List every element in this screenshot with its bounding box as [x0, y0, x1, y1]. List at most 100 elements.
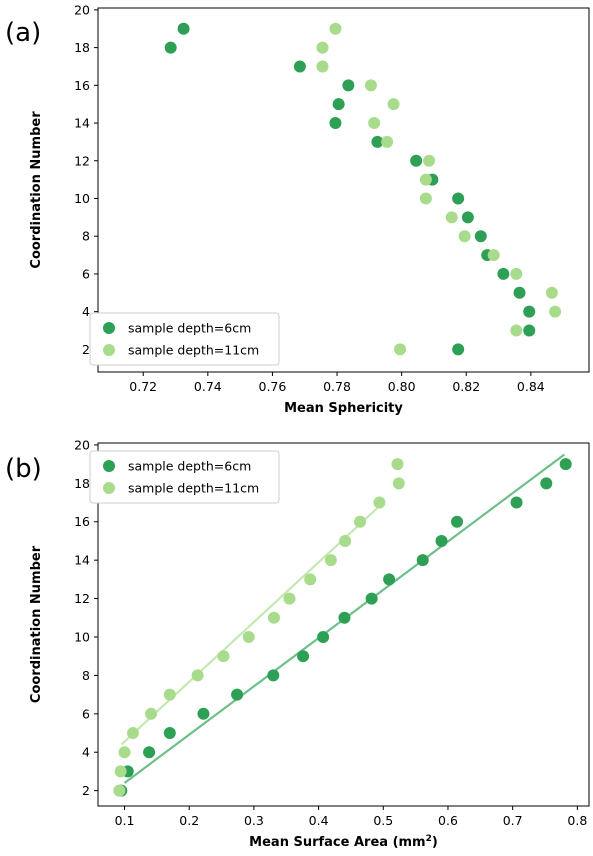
- x-tick-label: 0.76: [259, 379, 287, 394]
- x-tick-label: 0.82: [452, 379, 480, 394]
- x-tick-label: 0.84: [517, 379, 545, 394]
- data-point-depth-11cm: [267, 611, 280, 624]
- data-point-depth-6cm: [451, 515, 464, 528]
- y-tick-label: 16: [74, 78, 90, 93]
- y-tick-label: 16: [74, 514, 90, 529]
- data-point-depth-11cm: [217, 650, 230, 663]
- data-point-depth-6cm: [497, 267, 510, 280]
- data-point-depth-11cm: [387, 98, 400, 111]
- x-tick-label: 0.8: [567, 813, 587, 828]
- x-tick-label: 0.74: [194, 379, 222, 394]
- data-point-depth-11cm: [368, 117, 381, 130]
- y-tick-label: 10: [74, 629, 90, 644]
- panel-label: (b): [5, 454, 42, 484]
- plot-frame: [97, 7, 590, 373]
- data-point-depth-11cm: [283, 592, 296, 605]
- panel-label: (a): [5, 18, 41, 48]
- data-point-depth-6cm: [461, 211, 474, 224]
- data-point-depth-11cm: [145, 707, 158, 720]
- y-tick-label: 2: [82, 783, 90, 798]
- data-point-depth-6cm: [452, 343, 465, 356]
- y-tick-label: 8: [82, 668, 90, 683]
- data-point-depth-11cm: [391, 458, 404, 471]
- data-point-depth-11cm: [339, 534, 352, 547]
- y-tick-label: 20: [74, 437, 90, 452]
- data-point-depth-6cm: [143, 746, 156, 759]
- data-point-depth-11cm: [510, 267, 523, 280]
- legend-label-depth-11cm: sample depth=11cm: [128, 481, 259, 496]
- data-point-depth-11cm: [126, 727, 139, 740]
- data-point-depth-11cm: [118, 746, 131, 759]
- data-point-depth-6cm: [452, 192, 465, 205]
- data-point-depth-11cm: [353, 515, 366, 528]
- x-axis-label-text: Mean Sphericity: [284, 401, 403, 416]
- data-point-depth-6cm: [297, 650, 310, 663]
- data-point-depth-11cm: [394, 343, 407, 356]
- data-point-depth-11cm: [364, 79, 377, 92]
- data-point-depth-6cm: [523, 305, 536, 318]
- y-tick-label: 14: [74, 116, 90, 131]
- legend-box: [89, 312, 280, 366]
- x-tick-label: 0.3: [244, 813, 264, 828]
- data-point-depth-11cm: [304, 573, 317, 586]
- panel-b-chart: (b) 0.1 0.2 0.3 0.4 0.5 0.6 0.7 0.8 2 4 6 8 10 12 14 16 1…: [5, 437, 590, 850]
- x-axis-label-superscript: 2: [426, 834, 432, 844]
- data-point-depth-6cm: [231, 688, 244, 701]
- data-point-depth-11cm: [419, 173, 432, 186]
- x-tick-label: 0.72: [129, 379, 157, 394]
- data-point-depth-11cm: [510, 324, 523, 337]
- data-point-depth-6cm: [365, 592, 378, 605]
- y-tick-label: 6: [82, 706, 90, 721]
- data-point-depth-11cm: [549, 305, 562, 318]
- y-tick-label: 18: [74, 476, 90, 491]
- data-point-depth-6cm: [329, 117, 342, 130]
- data-point-depth-6cm: [559, 458, 572, 471]
- plot-frame: [97, 442, 590, 807]
- legend-marker-depth-11cm: [103, 482, 115, 494]
- y-axis-label: Coordination Number: [29, 111, 44, 269]
- data-point-depth-6cm: [342, 79, 355, 92]
- y-tick-label: 8: [82, 229, 90, 244]
- y-tick-label: 4: [82, 745, 90, 760]
- data-point-depth-6cm: [510, 496, 523, 509]
- data-point-depth-6cm: [371, 135, 384, 148]
- data-point-depth-6cm: [416, 554, 429, 567]
- x-tick-label: 0.80: [388, 379, 416, 394]
- x-tick-label: 0.7: [503, 813, 523, 828]
- data-point-depth-11cm: [163, 688, 176, 701]
- data-point-depth-11cm: [458, 230, 471, 243]
- data-point-depth-6cm: [163, 727, 176, 740]
- data-point-depth-11cm: [545, 286, 558, 299]
- y-tick-label: 10: [74, 191, 90, 206]
- y-tick-label: 2: [82, 342, 90, 357]
- legend: sample depth=6cm sample depth=11cm: [89, 450, 280, 504]
- data-point-depth-11cm: [324, 554, 337, 567]
- legend-box: [89, 450, 280, 504]
- data-point-depth-6cm: [435, 534, 448, 547]
- data-point-depth-6cm: [164, 41, 177, 54]
- x-axis-label-end: ): [432, 835, 438, 850]
- x-tick-label: 0.2: [179, 813, 199, 828]
- panel-a-chart: (a) 0.72 0.74 0.76 0.78 0.80 0.82 0.84 2 4 6 8 10 12 1…: [5, 2, 590, 416]
- data-point-depth-6cm: [513, 286, 526, 299]
- data-point-depth-11cm: [191, 669, 204, 682]
- x-axis-label: Mean Surface Area (mm2): [249, 834, 438, 850]
- x-tick-label: 0.5: [373, 813, 393, 828]
- data-point-depth-6cm: [523, 324, 536, 337]
- data-point-depth-6cm: [338, 611, 351, 624]
- data-point-depth-6cm: [177, 22, 190, 35]
- data-point-depth-11cm: [316, 60, 329, 73]
- data-point-depth-6cm: [317, 630, 330, 643]
- data-point-depth-6cm: [197, 707, 210, 720]
- data-point-depth-11cm: [113, 784, 126, 797]
- data-point-depth-11cm: [423, 154, 436, 167]
- x-tick-label: 0.4: [309, 813, 329, 828]
- data-point-depth-6cm: [410, 154, 423, 167]
- x-tick-label: 0.1: [115, 813, 135, 828]
- y-tick-label: 18: [74, 40, 90, 55]
- y-axis-label: Coordination Number: [29, 545, 44, 703]
- y-tick-label: 14: [74, 553, 90, 568]
- y-tick-label: 4: [82, 304, 90, 319]
- data-point-depth-11cm: [381, 135, 394, 148]
